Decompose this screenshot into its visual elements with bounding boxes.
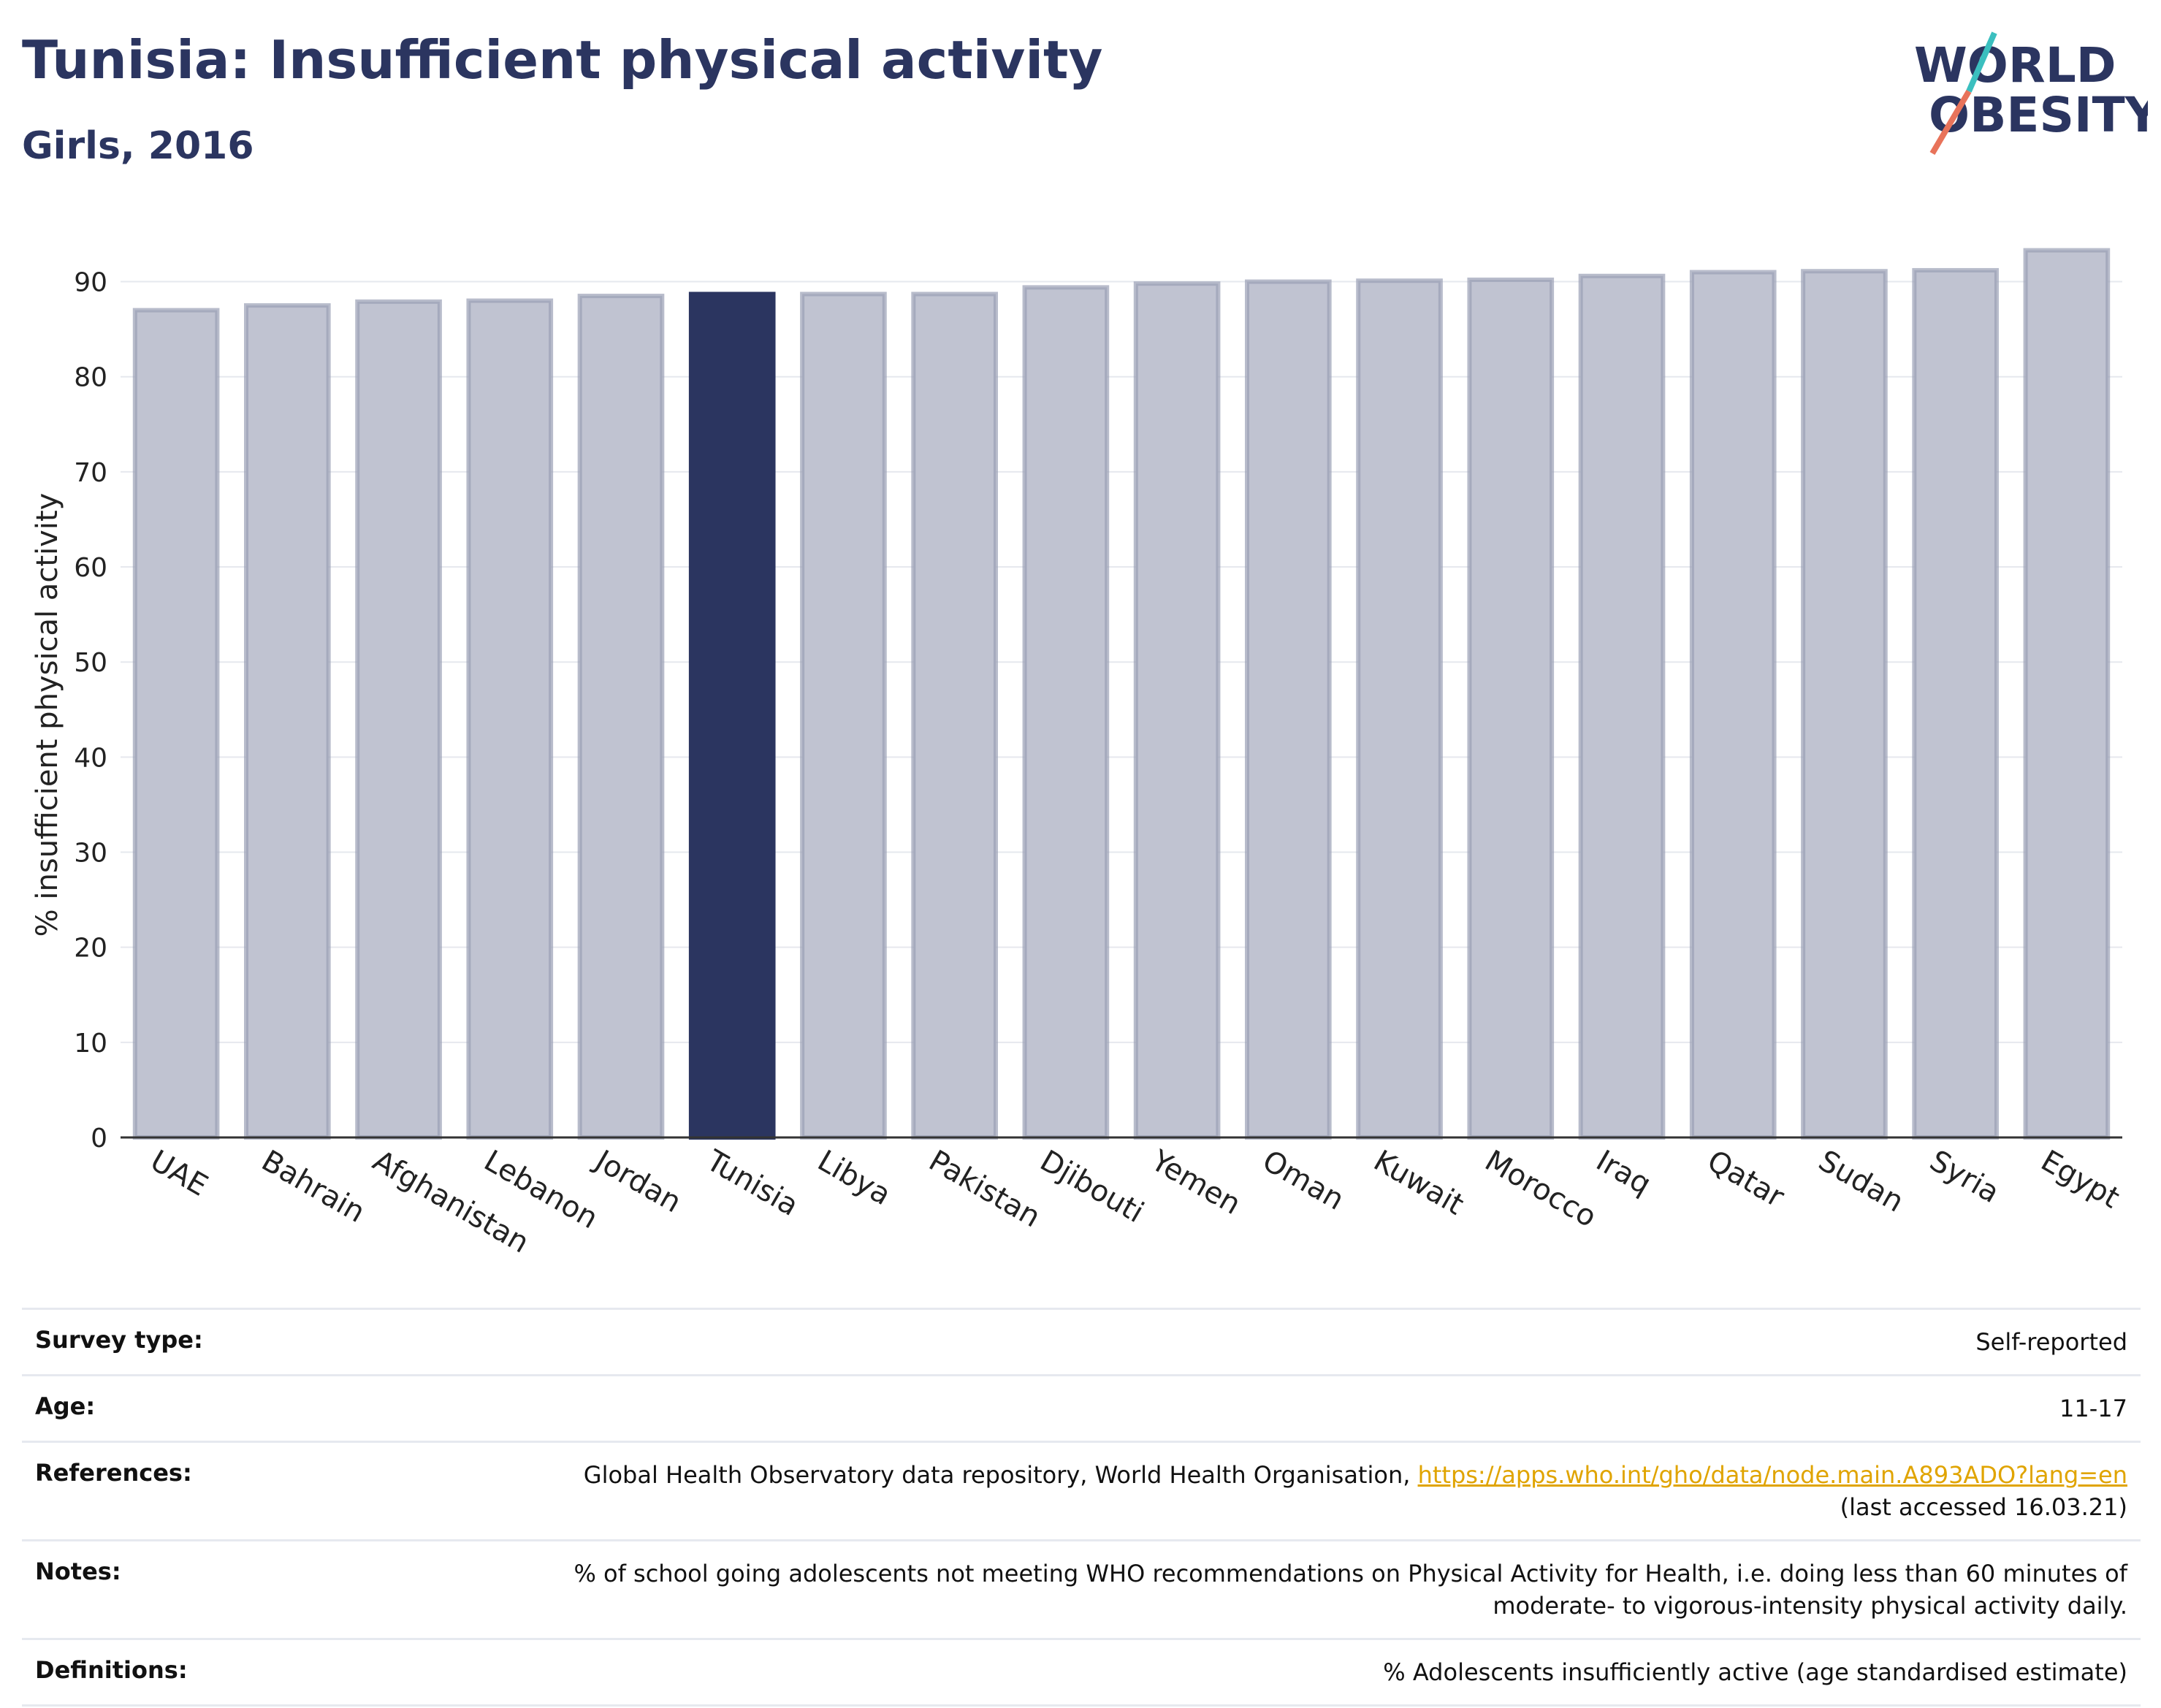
y-axis-label: % insufficient physical activity <box>31 493 64 937</box>
bar-afghanistan <box>355 299 442 1140</box>
info-key: Definitions: <box>22 1638 340 1707</box>
info-value: % Adolescents insufficiently active (age… <box>340 1638 2141 1707</box>
x-tick-label: Libya <box>812 1144 896 1212</box>
y-tick-label: 10 <box>74 1029 107 1059</box>
bar-qatar <box>1689 270 1777 1140</box>
bar-lebanon <box>466 298 554 1140</box>
bar-jordan <box>577 294 665 1140</box>
bar-sudan <box>1801 269 1888 1140</box>
info-value-2: moderate- to vigorous-intensity physical… <box>1493 1592 2127 1620</box>
y-tick-label: 90 <box>74 268 107 298</box>
bars <box>132 248 2111 1140</box>
x-tick-label: Oman <box>1257 1144 1349 1217</box>
bar-morocco <box>1467 277 1555 1140</box>
bar-djibouti <box>1022 285 1110 1140</box>
bar-pakistan <box>911 291 998 1140</box>
info-value: 11-17 <box>340 1374 2141 1442</box>
y-tick-label: 80 <box>74 363 107 393</box>
y-tick-label: 50 <box>74 648 107 678</box>
y-tick-label: 60 <box>74 553 107 583</box>
world-obesity-logo: WORLD OBESITY <box>1914 31 2148 156</box>
bar-uae <box>132 308 220 1140</box>
y-tick-label: 20 <box>74 934 107 964</box>
bar-oman <box>1245 279 1332 1140</box>
info-row-definitions: Definitions: % Adolescents insufficientl… <box>22 1638 2141 1707</box>
bar-iraq <box>1578 273 1666 1140</box>
y-tick-label: 0 <box>91 1124 107 1154</box>
bar-bahrain <box>244 303 331 1140</box>
info-key: Survey type: <box>22 1308 340 1376</box>
x-tick-label: Sudan <box>1813 1144 1909 1219</box>
x-tick-label: Iraq <box>1590 1144 1657 1202</box>
bar-yemen <box>1133 281 1221 1140</box>
y-tick-label: 30 <box>74 839 107 869</box>
chart-title: Tunisia: Insufficient physical activity <box>22 29 1103 91</box>
logo-slash-coral-icon <box>1929 89 1972 156</box>
y-tick-label: 70 <box>74 458 107 488</box>
x-tick-label: Djibouti <box>1034 1144 1149 1229</box>
y-tick-label: 40 <box>74 743 107 773</box>
x-tick-label: Bahrain <box>256 1144 370 1229</box>
info-key: References: <box>22 1441 340 1541</box>
x-tick-label: Yemen <box>1145 1143 1246 1221</box>
chart-subtitle: Girls, 2016 <box>22 124 254 168</box>
info-row-references: References: Global Health Observatory da… <box>22 1441 2141 1541</box>
y-axis-ticks: 0 10 20 30 40 50 60 70 80 90 <box>74 268 107 1154</box>
x-tick-label: Egypt <box>2035 1144 2125 1216</box>
x-tick-label: Pakistan <box>923 1144 1046 1235</box>
reference-link[interactable]: https://apps.who.int/gho/data/node.main.… <box>1417 1461 2127 1489</box>
info-row-age: Age: 11-17 <box>22 1374 2141 1442</box>
info-value: % of school going adolescents not meetin… <box>573 1560 2127 1587</box>
x-tick-label: Syria <box>1924 1144 2005 1210</box>
info-table: Survey type: Self-reported Age: 11-17 Re… <box>22 1308 2141 1707</box>
x-tick-label: Qatar <box>1701 1144 1790 1214</box>
logo-slash-teal-icon <box>1966 31 1997 93</box>
x-tick-label: Morocco <box>1479 1144 1602 1235</box>
info-key: Notes: <box>22 1539 340 1639</box>
x-tick-label: Kuwait <box>1368 1144 1470 1222</box>
grid-lines <box>121 281 2122 1043</box>
info-row-survey-type: Survey type: Self-reported <box>22 1308 2141 1376</box>
bar-egypt <box>2023 248 2111 1140</box>
bar-libya <box>800 291 887 1140</box>
x-tick-label: Tunisia <box>700 1143 804 1223</box>
info-value: Global Health Observatory data repositor… <box>583 1461 1411 1489</box>
info-row-notes: Notes: % of school going adolescents not… <box>22 1539 2141 1639</box>
logo-line1: WORLD <box>1914 37 2116 94</box>
bar-tunisia <box>688 291 776 1140</box>
bar-syria <box>1912 267 1999 1140</box>
info-value: Self-reported <box>340 1308 2141 1376</box>
info-key: Age: <box>22 1374 340 1442</box>
bar-kuwait <box>1356 278 1443 1140</box>
info-value-2: (last accessed 16.03.21) <box>1840 1493 2127 1521</box>
x-tick-label: UAE <box>145 1144 213 1203</box>
